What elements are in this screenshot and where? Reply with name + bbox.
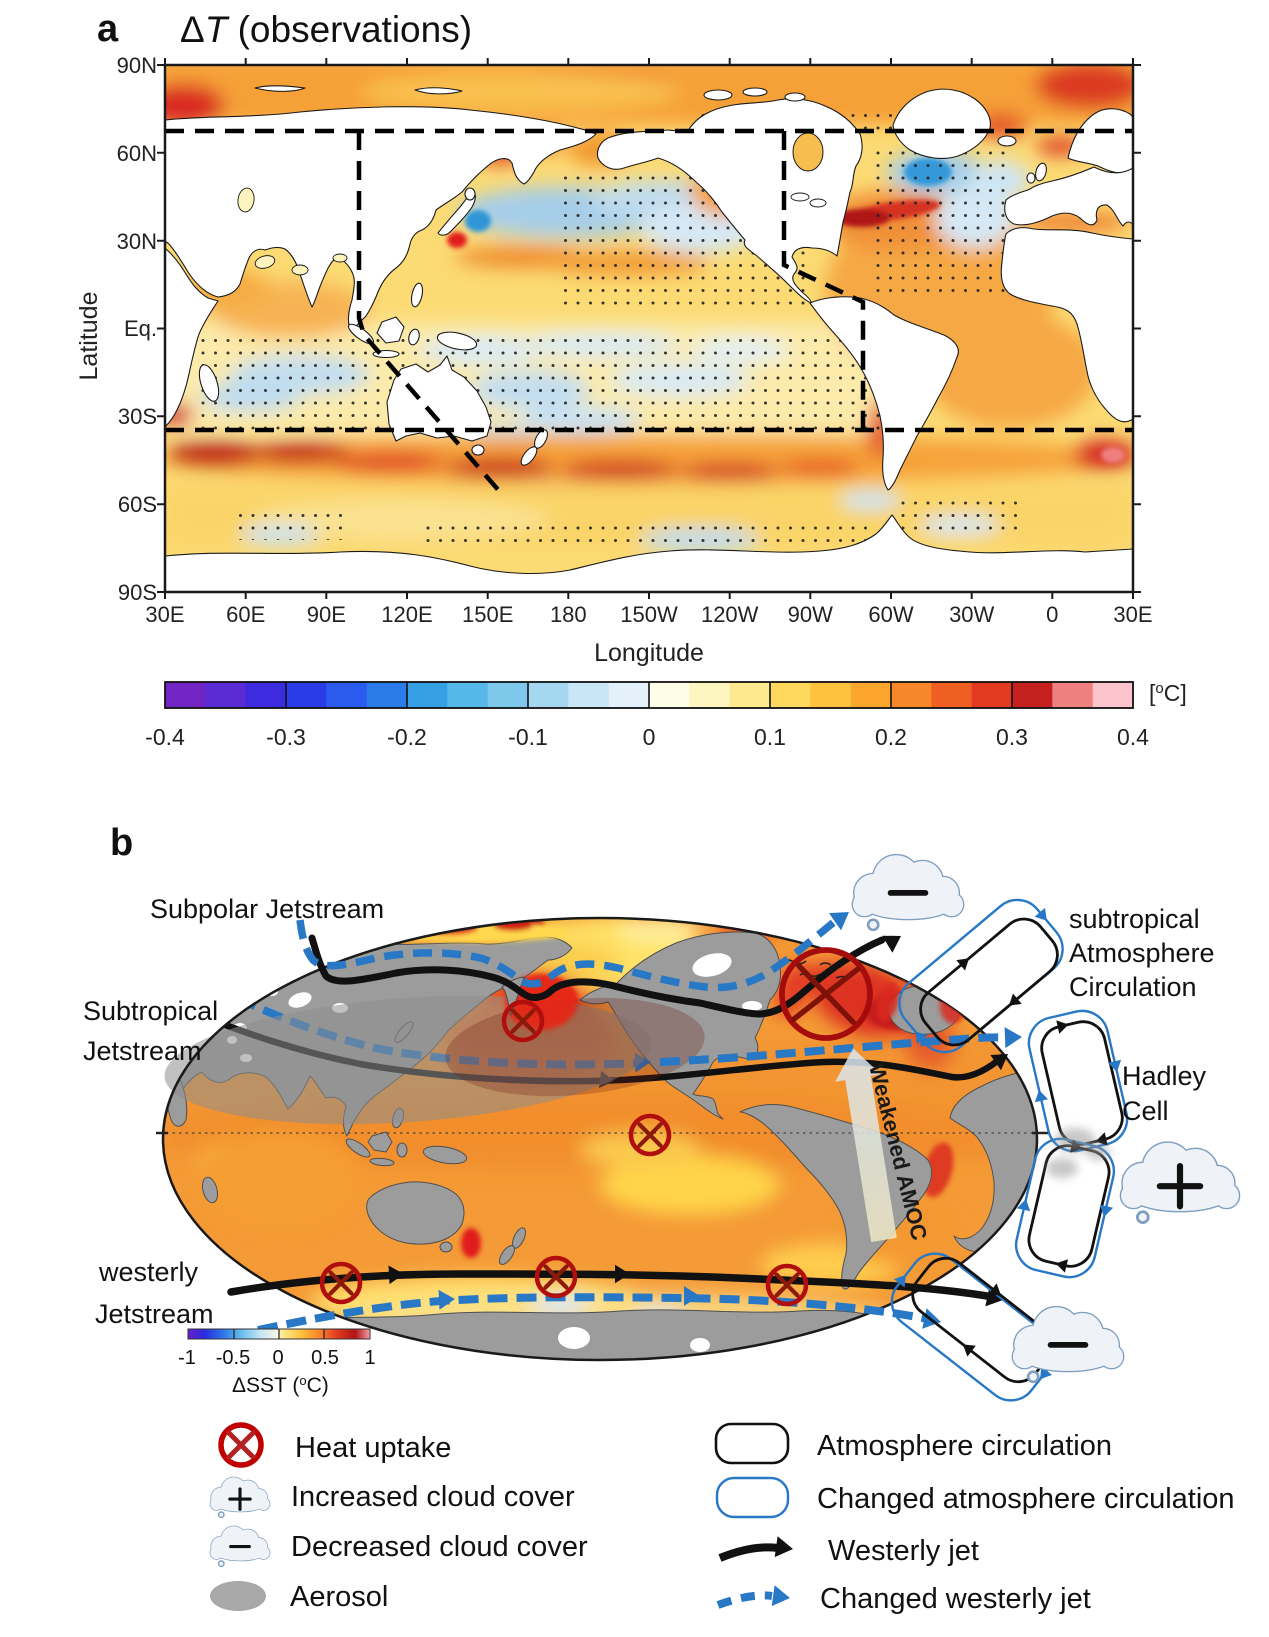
svg-text:Longitude: Longitude <box>594 639 704 667</box>
svg-text:-0.3: -0.3 <box>266 724 306 750</box>
svg-text:180: 180 <box>550 602 587 627</box>
svg-text:120E: 120E <box>381 602 432 627</box>
svg-text:120W: 120W <box>701 602 759 627</box>
svg-text:Eq.: Eq. <box>124 316 157 341</box>
svg-text:90W: 90W <box>788 602 833 627</box>
svg-text:90N: 90N <box>117 53 157 78</box>
svg-text:0.3: 0.3 <box>996 724 1028 750</box>
svg-text:ΔT (observations): ΔT (observations) <box>180 9 472 50</box>
svg-text:0: 0 <box>272 1347 283 1369</box>
svg-text:Increased cloud cover: Increased cloud cover <box>291 1481 575 1513</box>
svg-text:Subpolar Jetstream: Subpolar Jetstream <box>150 894 384 924</box>
svg-text:ΔSST (oC): ΔSST (oC) <box>232 1373 329 1397</box>
svg-text:60W: 60W <box>868 602 913 627</box>
svg-text:30E: 30E <box>145 602 184 627</box>
svg-text:-1: -1 <box>178 1347 196 1369</box>
svg-text:1: 1 <box>364 1347 375 1369</box>
svg-text:-0.4: -0.4 <box>145 724 185 750</box>
svg-text:Westerly jet: Westerly jet <box>828 1535 979 1567</box>
svg-text:Jetstream: Jetstream <box>83 1036 202 1066</box>
svg-text:-0.5: -0.5 <box>216 1347 250 1369</box>
svg-text:Heat uptake: Heat uptake <box>295 1432 451 1464</box>
svg-text:Decreased cloud cover: Decreased cloud cover <box>291 1531 588 1563</box>
svg-text:60N: 60N <box>117 141 157 166</box>
svg-text:60E: 60E <box>226 602 265 627</box>
svg-text:90E: 90E <box>307 602 346 627</box>
svg-text:a: a <box>97 8 119 50</box>
svg-text:Changed atmosphere circulation: Changed atmosphere circulation <box>817 1483 1235 1515</box>
svg-text:30N: 30N <box>117 229 157 254</box>
svg-text:0.5: 0.5 <box>311 1347 339 1369</box>
svg-text:Changed westerly jet: Changed westerly jet <box>820 1583 1091 1615</box>
svg-text:Atmosphere: Atmosphere <box>1069 938 1215 968</box>
svg-text:Jetstream: Jetstream <box>95 1299 214 1329</box>
svg-text:Cell: Cell <box>1122 1096 1169 1126</box>
svg-text:-0.2: -0.2 <box>387 724 427 750</box>
svg-text:subtropical: subtropical <box>1069 904 1200 934</box>
svg-text:30S: 30S <box>118 404 157 429</box>
svg-text:Hadley: Hadley <box>1122 1061 1207 1091</box>
svg-text:0: 0 <box>643 724 656 750</box>
svg-text:b: b <box>110 822 133 864</box>
svg-text:0: 0 <box>1046 602 1058 627</box>
svg-text:30W: 30W <box>949 602 994 627</box>
svg-text:0.2: 0.2 <box>875 724 907 750</box>
svg-text:Atmosphere circulation: Atmosphere circulation <box>817 1430 1112 1462</box>
svg-text:150E: 150E <box>462 602 513 627</box>
svg-text:Aerosol: Aerosol <box>290 1581 388 1613</box>
svg-text:60S: 60S <box>118 492 157 517</box>
svg-text:[oC]: [oC] <box>1149 680 1187 706</box>
svg-text:0.4: 0.4 <box>1117 724 1149 750</box>
svg-text:0.1: 0.1 <box>754 724 786 750</box>
svg-text:Circulation: Circulation <box>1069 972 1197 1002</box>
svg-text:Latitude: Latitude <box>75 292 103 381</box>
svg-text:westerly: westerly <box>98 1257 199 1287</box>
svg-text:150W: 150W <box>620 602 678 627</box>
svg-text:-0.1: -0.1 <box>508 724 548 750</box>
svg-text:90S: 90S <box>118 580 157 605</box>
svg-text:30E: 30E <box>1113 602 1152 627</box>
svg-text:Subtropical: Subtropical <box>83 996 218 1026</box>
